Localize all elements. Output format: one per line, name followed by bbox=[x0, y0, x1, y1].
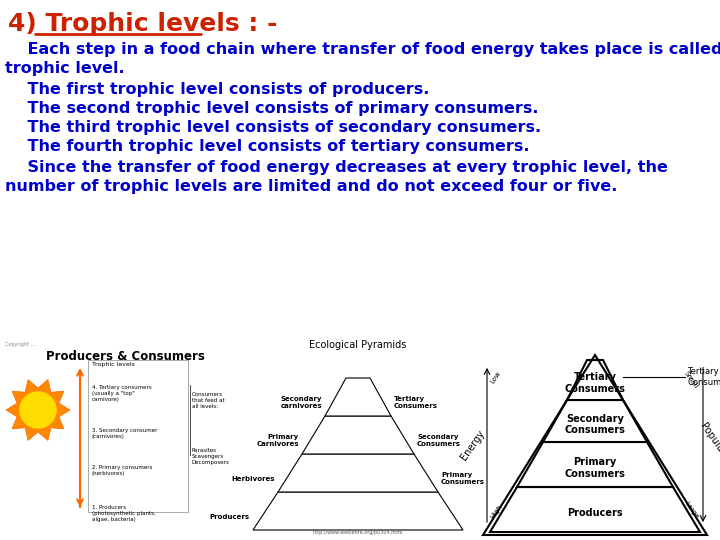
Text: Primary
Consumers: Primary Consumers bbox=[441, 472, 485, 485]
Text: trophic level.: trophic level. bbox=[5, 61, 125, 76]
Polygon shape bbox=[6, 380, 70, 441]
Text: Secondary
Consumers: Secondary Consumers bbox=[564, 414, 626, 435]
Polygon shape bbox=[302, 416, 414, 454]
Polygon shape bbox=[325, 378, 391, 416]
Text: The second trophic level consists of primary consumers.: The second trophic level consists of pri… bbox=[5, 101, 539, 116]
Text: Ecological Pyramids: Ecological Pyramids bbox=[310, 340, 407, 350]
Text: Tertiary
Consumers: Tertiary Consumers bbox=[564, 373, 626, 394]
Text: 1. Producers
(photosynthetic plants,
algae, bacteria): 1. Producers (photosynthetic plants, alg… bbox=[92, 505, 156, 522]
Text: Producers & Consumers: Producers & Consumers bbox=[45, 350, 204, 363]
Text: 2. Primary consumers
(herbivores): 2. Primary consumers (herbivores) bbox=[92, 465, 153, 476]
Text: The first trophic level consists of producers.: The first trophic level consists of prod… bbox=[5, 82, 429, 97]
Text: Producers: Producers bbox=[567, 508, 623, 518]
Text: The fourth trophic level consists of tertiary consumers.: The fourth trophic level consists of ter… bbox=[5, 139, 529, 154]
Text: 4) Trophic levels : -: 4) Trophic levels : - bbox=[8, 12, 277, 36]
Polygon shape bbox=[567, 360, 623, 400]
Text: Energy: Energy bbox=[459, 428, 487, 462]
Text: Low: Low bbox=[489, 370, 502, 384]
Text: Consumers
that feed at
all levels:: Consumers that feed at all levels: bbox=[192, 392, 225, 409]
Text: http://www.weblehre.org/p0304.html: http://www.weblehre.org/p0304.html bbox=[312, 530, 403, 535]
Text: Tertiary
Consumers: Tertiary Consumers bbox=[687, 367, 720, 387]
Text: number of trophic levels are limited and do not exceed four or five.: number of trophic levels are limited and… bbox=[5, 179, 617, 194]
Polygon shape bbox=[490, 487, 700, 532]
Text: Primary
Consumers: Primary Consumers bbox=[564, 457, 626, 479]
Circle shape bbox=[20, 392, 56, 428]
Text: Copyright ...: Copyright ... bbox=[5, 342, 35, 347]
Text: Trophic levels: Trophic levels bbox=[92, 362, 135, 367]
Text: Herbivores: Herbivores bbox=[232, 476, 275, 482]
Text: Tertiary
Consumers: Tertiary Consumers bbox=[394, 396, 438, 409]
Text: Primary
Carnivores: Primary Carnivores bbox=[256, 434, 299, 447]
Text: The third trophic level consists of secondary consumers.: The third trophic level consists of seco… bbox=[5, 120, 541, 135]
Text: Since the transfer of food energy decreases at every trophic level, the: Since the transfer of food energy decrea… bbox=[5, 160, 668, 175]
Polygon shape bbox=[278, 454, 438, 492]
Text: Each step in a food chain where transfer of food energy takes place is called: Each step in a food chain where transfer… bbox=[5, 42, 720, 57]
Text: Secondary
Consumers: Secondary Consumers bbox=[417, 434, 461, 447]
Text: 4. Tertiary consumers
(usually a "top"
carnivore): 4. Tertiary consumers (usually a "top" c… bbox=[92, 385, 152, 402]
Polygon shape bbox=[517, 442, 673, 487]
Text: Producers: Producers bbox=[210, 514, 250, 519]
Text: Large: Large bbox=[683, 501, 699, 520]
Polygon shape bbox=[543, 400, 647, 442]
Text: Secondary
carnivores: Secondary carnivores bbox=[280, 396, 322, 409]
Text: Population: Population bbox=[698, 421, 720, 469]
Text: Small: Small bbox=[683, 370, 699, 389]
Text: High: High bbox=[489, 503, 503, 520]
Text: 3. Secondary consumer
(carnivores): 3. Secondary consumer (carnivores) bbox=[92, 428, 158, 439]
Bar bbox=[88, 360, 188, 512]
Text: Parasites
Scavengers
Decomposers: Parasites Scavengers Decomposers bbox=[192, 448, 230, 465]
Polygon shape bbox=[253, 492, 463, 530]
